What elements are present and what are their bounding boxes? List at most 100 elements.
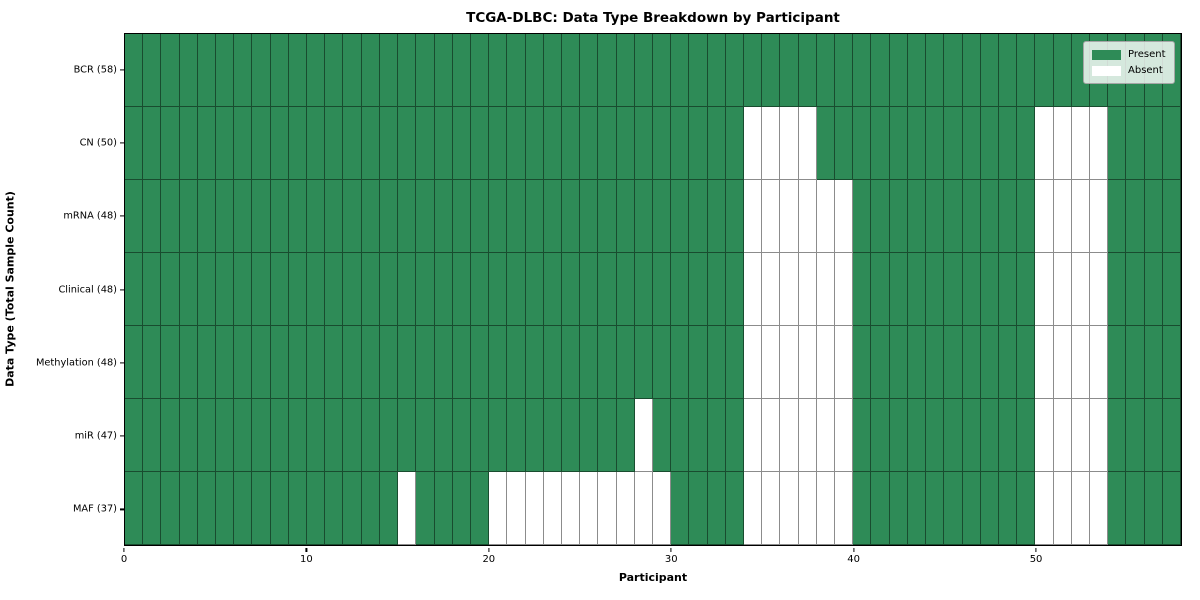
heatmap-cell <box>962 472 981 545</box>
heatmap-cell <box>926 253 945 326</box>
legend-item-absent: Absent <box>1092 65 1166 76</box>
heatmap-cell <box>689 180 708 253</box>
heatmap-cell <box>725 253 745 326</box>
heatmap-cell <box>197 34 217 107</box>
heatmap-cell <box>634 180 653 253</box>
heatmap-cell <box>452 107 471 180</box>
heatmap-cell <box>489 180 508 253</box>
heatmap-cell <box>634 34 653 107</box>
heatmap-cell <box>1126 399 1145 472</box>
heatmap-cell <box>871 399 890 472</box>
heatmap-cell <box>780 326 799 399</box>
heatmap-cell <box>871 472 890 545</box>
heatmap-cell <box>470 399 490 472</box>
heatmap-cell <box>1017 107 1036 180</box>
heatmap-cell <box>998 253 1018 326</box>
heatmap-cell <box>525 326 544 399</box>
heatmap-cell <box>398 253 417 326</box>
heatmap-cell <box>525 180 544 253</box>
heatmap-cell <box>379 472 399 545</box>
heatmap-cell <box>1071 399 1090 472</box>
heatmap-cell <box>161 34 180 107</box>
heatmap-cell <box>707 326 726 399</box>
heatmap-cell <box>998 399 1018 472</box>
heatmap-cell <box>671 34 690 107</box>
heatmap-cell <box>853 253 872 326</box>
heatmap-cell <box>379 107 399 180</box>
y-tick-mark <box>119 362 124 364</box>
heatmap-cell <box>325 34 344 107</box>
heatmap-cell <box>652 34 672 107</box>
heatmap-cell <box>1017 180 1036 253</box>
heatmap-cell <box>161 107 180 180</box>
heatmap-cell <box>689 107 708 180</box>
heatmap-cell <box>1089 180 1109 253</box>
heatmap-cell <box>179 107 198 180</box>
heatmap-cell <box>416 399 435 472</box>
heatmap-cell <box>1017 472 1036 545</box>
heatmap-cell <box>1108 180 1127 253</box>
heatmap-cell <box>307 34 326 107</box>
y-tick-mark <box>119 508 124 510</box>
x-tick-label: 40 <box>847 553 861 565</box>
heatmap-cell <box>616 399 635 472</box>
heatmap-cell <box>889 326 908 399</box>
heatmap-cell <box>652 107 672 180</box>
heatmap-cell <box>1017 34 1036 107</box>
heatmap-cell <box>853 180 872 253</box>
heatmap-cell <box>652 399 672 472</box>
heatmap-cell <box>1144 326 1163 399</box>
heatmap-cell <box>288 326 308 399</box>
heatmap-cell <box>671 399 690 472</box>
heatmap-cell <box>1035 399 1054 472</box>
heatmap-cell <box>143 399 162 472</box>
heatmap-cell <box>343 399 362 472</box>
heatmap-cell <box>1162 253 1181 326</box>
heatmap-cell <box>252 326 271 399</box>
heatmap-cell <box>1089 472 1109 545</box>
y-tick-label: Methylation (48) <box>35 357 117 369</box>
heatmap-cell <box>798 107 817 180</box>
heatmap-cell <box>835 253 854 326</box>
heatmap-cell <box>470 180 490 253</box>
heatmap-cell <box>525 34 544 107</box>
heatmap-cell <box>962 326 981 399</box>
heatmap-cell <box>944 34 963 107</box>
heatmap-cell <box>926 472 945 545</box>
heatmap-cell <box>416 253 435 326</box>
y-tick-mark <box>119 215 124 217</box>
heatmap-cell <box>343 180 362 253</box>
heatmap-cell <box>325 180 344 253</box>
heatmap-cell <box>1017 253 1036 326</box>
heatmap-cell <box>234 399 253 472</box>
heatmap-cell <box>598 180 617 253</box>
y-tick-label: CN (50) <box>79 137 117 149</box>
heatmap-cell <box>980 253 999 326</box>
heatmap-cell <box>489 399 508 472</box>
heatmap-cell <box>907 399 927 472</box>
heatmap-cell <box>889 34 908 107</box>
y-tick-marks <box>119 33 124 546</box>
heatmap-cell <box>507 253 526 326</box>
heatmap-cell <box>307 326 326 399</box>
heatmap-cell <box>634 399 653 472</box>
heatmap-cell <box>525 472 544 545</box>
heatmap-cell <box>744 107 763 180</box>
heatmap-cell <box>980 399 999 472</box>
heatmap-cell <box>416 472 435 545</box>
x-tick-labels: 0 10 20 30 40 50 <box>121 547 1182 570</box>
heatmap-cell <box>980 34 999 107</box>
heatmap-cell <box>1035 253 1054 326</box>
heatmap-cell <box>835 180 854 253</box>
heatmap-cell <box>125 34 144 107</box>
heatmap-cell <box>889 180 908 253</box>
heatmap-cell <box>944 399 963 472</box>
y-tick-label: BCR (58) <box>73 64 117 76</box>
heatmap-cell <box>744 34 763 107</box>
heatmap-cell <box>652 326 672 399</box>
heatmap-cell <box>325 399 344 472</box>
heatmap-cell <box>616 253 635 326</box>
heatmap-cell <box>780 399 799 472</box>
heatmap-cell <box>1126 326 1145 399</box>
